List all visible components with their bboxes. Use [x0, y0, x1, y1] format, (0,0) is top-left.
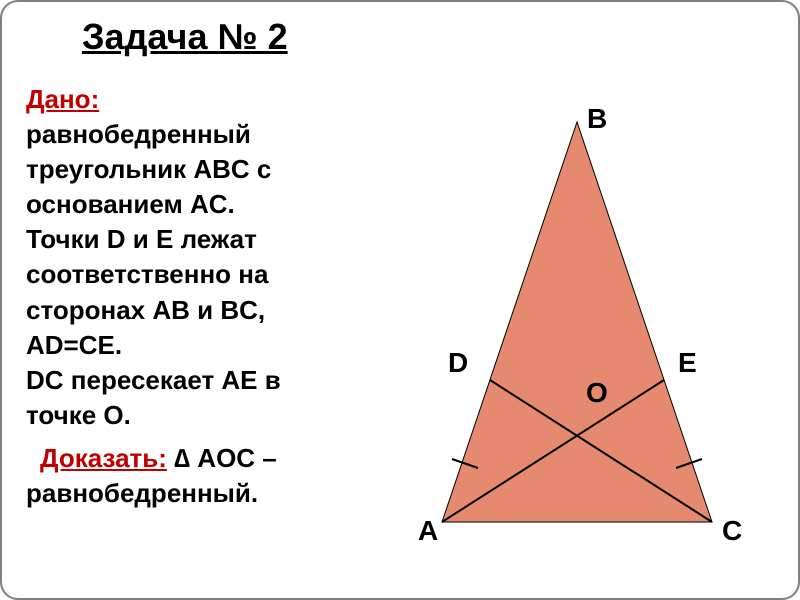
slide-frame: Задача № 2 Дано: равнобедренный треуголь… — [0, 0, 800, 600]
given-line: треугольник ABC с — [26, 154, 271, 184]
diagram: A B C D E O — [372, 92, 782, 572]
prove-line: Доказать: ∆ AOC – равнобедренный. — [26, 441, 366, 511]
point-label-e: E — [678, 347, 697, 378]
given-line: DC пересекает AE в — [26, 365, 281, 395]
given-line: равнобедренный — [26, 119, 251, 149]
prove-heading: Доказать: — [40, 443, 167, 473]
triangle-abc — [442, 122, 712, 522]
point-label-a: A — [418, 515, 438, 546]
point-label-d: D — [448, 347, 468, 378]
geometry-svg: A B C D E O — [372, 92, 782, 572]
point-label-c: C — [722, 515, 742, 546]
point-label-b: B — [587, 103, 607, 134]
given-heading: Дано: — [26, 84, 99, 114]
problem-title: Задача № 2 — [82, 16, 288, 58]
prove-body: равнобедренный. — [26, 478, 258, 508]
given-block: Дано: равнобедренный треугольник ABC с о… — [26, 82, 366, 511]
given-line: основанием AC. — [26, 189, 235, 219]
given-line: Точки D и E лежат — [26, 224, 257, 254]
given-line: соответственно на — [26, 259, 268, 289]
given-line: AD=CE. — [26, 330, 122, 360]
given-line: сторонах AB и BC, — [26, 295, 265, 325]
given-line: точке O. — [26, 400, 131, 430]
point-label-o: O — [586, 377, 608, 408]
prove-body: ∆ AOC – — [167, 443, 277, 473]
